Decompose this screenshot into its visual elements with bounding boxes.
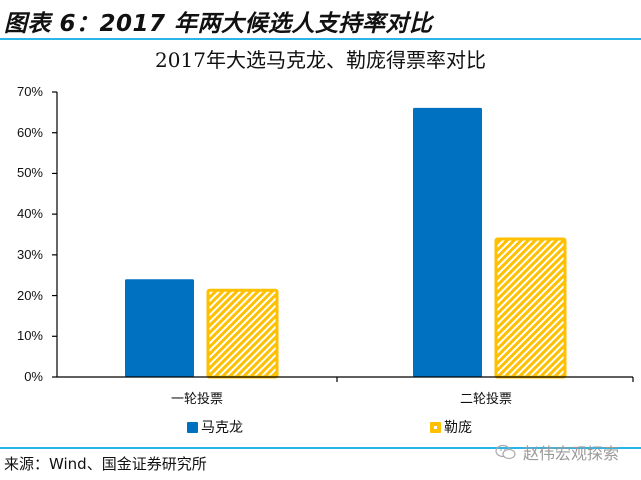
legend-label-lepen: 勒庞	[444, 420, 472, 436]
legend-item-lepen: 勒庞	[430, 417, 472, 437]
chart-title: 2017年大选马克龙、勒庞得票率对比	[155, 48, 486, 72]
bar-macron-1	[125, 279, 194, 377]
figure-title: 图表 6：2017 年两大候选人支持率对比	[4, 11, 433, 37]
source-note: 来源：Wind、国金证券研究所	[4, 455, 207, 473]
y-tick-label: 40%	[16, 206, 43, 222]
bottom-divider	[0, 447, 641, 449]
x-label-round1: 一轮投票	[170, 392, 223, 407]
legend-label-macron: 马克龙	[201, 420, 243, 436]
watermark: 赵伟宏观探索	[495, 440, 619, 464]
y-tick-label: 50%	[16, 165, 43, 181]
y-ticks-group	[52, 91, 57, 378]
y-tick-label: 70%	[16, 84, 43, 99]
y-tick-label: 30%	[16, 246, 43, 262]
watermark-text: 赵伟宏观探索	[523, 444, 620, 463]
bar-lepen-1	[206, 288, 279, 379]
bar-macron-2	[413, 107, 482, 377]
axes-group	[56, 92, 634, 382]
y-tick-label: 10%	[16, 328, 43, 344]
y-tick-label: 60%	[16, 124, 43, 140]
bar-lepen-2	[494, 237, 567, 379]
y-tick-label: 20%	[16, 287, 43, 303]
bars-group	[125, 107, 567, 379]
legend-swatch-blue-icon	[187, 421, 198, 433]
y-tick-label: 0%	[24, 369, 43, 384]
legend-swatch-yellow-icon	[430, 421, 441, 433]
wechat-icon	[495, 444, 516, 460]
legend-item-macron: 马克龙	[187, 417, 243, 437]
x-label-round2: 二轮投票	[459, 392, 512, 407]
top-divider	[0, 38, 641, 40]
